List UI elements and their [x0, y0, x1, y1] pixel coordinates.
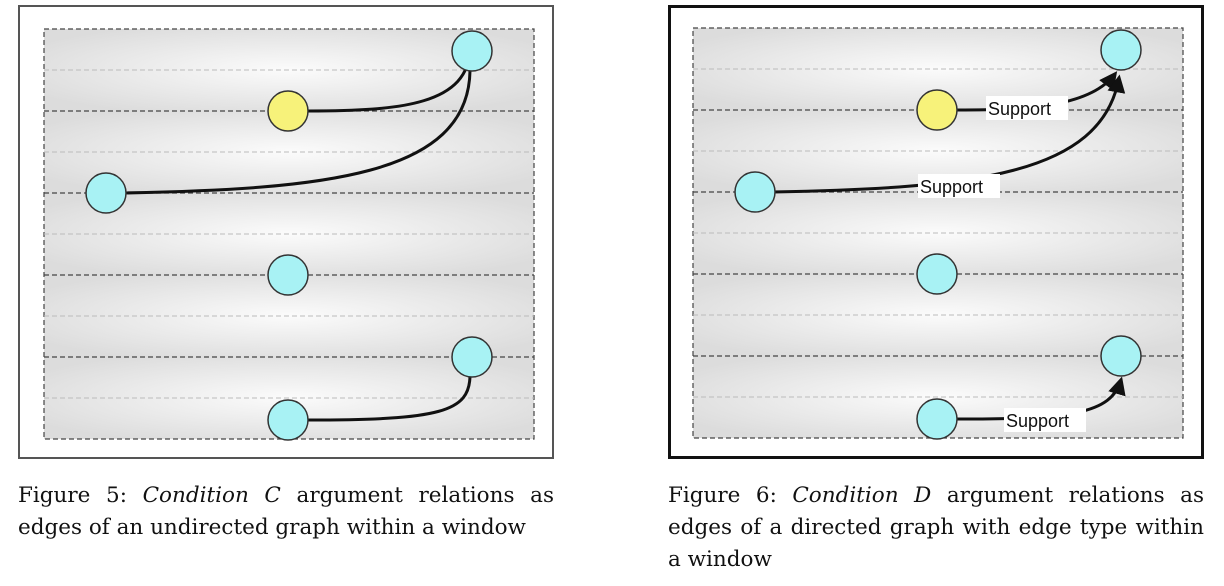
graph-node — [916, 398, 958, 440]
nodes — [734, 29, 1142, 440]
condition-name: Condition D — [792, 483, 932, 508]
graph-node-highlighted — [916, 89, 958, 131]
figure-caption: Figure 6: Condition D argument relations… — [668, 480, 1204, 576]
row-midlines — [693, 68, 1183, 398]
graph-node — [451, 30, 493, 72]
condition-name: Condition C — [142, 483, 281, 508]
caption-text: argument relations as edges of a directe… — [668, 483, 1205, 572]
figure-caption: Figure 5: Condition C argument relations… — [18, 480, 554, 544]
graph-window: Support Support Support — [668, 5, 1204, 459]
graph-canvas — [43, 28, 535, 441]
graph-node — [267, 254, 309, 296]
edge — [123, 70, 472, 195]
graph-node — [267, 399, 309, 441]
edge-label: Support — [988, 99, 1051, 119]
nodes — [85, 30, 493, 441]
graph-node — [85, 172, 127, 214]
edge-labels: Support Support Support — [918, 96, 1086, 432]
row-midlines — [44, 69, 534, 399]
directed-edge — [772, 74, 1126, 194]
graph-node — [1100, 335, 1142, 377]
graph-node — [916, 253, 958, 295]
graph-window — [18, 5, 554, 459]
edge-label: Support — [1006, 411, 1069, 431]
figure-number: Figure 5: — [18, 483, 127, 508]
caption-text: argument relations as edges of an undire… — [18, 483, 554, 540]
graph-node — [734, 171, 776, 213]
graph-node — [451, 336, 493, 378]
edge — [307, 374, 472, 422]
graph-node-highlighted — [267, 90, 309, 132]
graph-canvas: Support Support Support — [692, 27, 1184, 440]
graph-node — [1100, 29, 1142, 71]
figure-number: Figure 6: — [668, 483, 777, 508]
edge-label: Support — [920, 177, 983, 197]
